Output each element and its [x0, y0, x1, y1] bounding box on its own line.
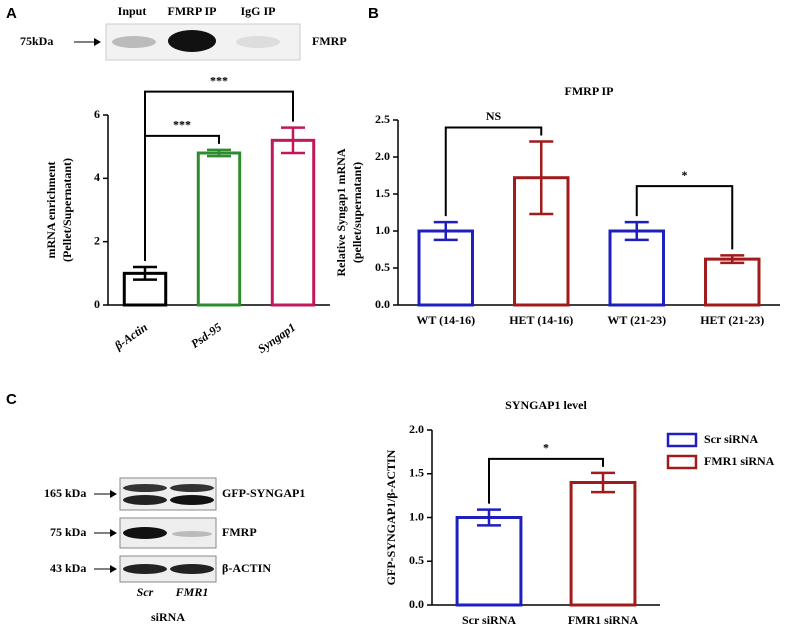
x-tick-label: Psd-95 — [188, 320, 224, 351]
y-tick-label: 4 — [94, 170, 100, 184]
bar — [608, 229, 665, 307]
significance-label: *** — [173, 118, 191, 132]
panel-label: B — [368, 5, 379, 22]
y-tick-label: 0.0 — [409, 597, 424, 611]
bar — [270, 138, 316, 307]
chart-title: SYNGAP1 level — [505, 398, 587, 412]
y-tick-label: 1.5 — [375, 186, 390, 200]
error-bar — [529, 140, 554, 216]
x-tick-label: Scr siRNA — [462, 613, 516, 627]
x-tick-label: WT (14-16) — [416, 313, 475, 327]
blot-image — [105, 23, 301, 61]
blot-xlabel: siRNA — [151, 610, 185, 624]
error-bar — [591, 471, 615, 494]
significance-bracket — [444, 126, 543, 217]
y-axis-label: Relative Syngap1 mRNA — [334, 148, 348, 276]
marker-label: 165 kDa — [44, 486, 86, 500]
y-axis-label: (pellet/supernatant) — [350, 162, 364, 263]
x-tick-label: β-Actin — [111, 320, 150, 353]
error-bar — [433, 220, 458, 242]
y-tick-label: 2.5 — [375, 112, 390, 126]
legend-label: FMR1 siRNA — [704, 454, 775, 468]
blot-image — [119, 477, 217, 583]
protein-label: FMRP — [312, 34, 347, 48]
significance-bracket — [144, 90, 294, 261]
y-tick-label: 2 — [94, 233, 100, 247]
x-tick-label: HET (21-23) — [700, 313, 764, 327]
y-axis-label: (Pellet/Supernatant) — [60, 158, 74, 262]
error-bar — [133, 265, 157, 281]
panel-label: C — [6, 391, 17, 408]
marker-label: 75kDa — [20, 34, 53, 48]
arrow-heads — [110, 490, 117, 573]
error-bar — [720, 254, 745, 265]
protein-label: β-ACTIN — [222, 561, 271, 575]
y-tick-label: 2.0 — [375, 149, 390, 163]
y-tick-label: 0.5 — [375, 260, 390, 274]
significance-label: * — [543, 441, 549, 455]
error-bar — [281, 126, 305, 155]
lane-label: IgG IP — [240, 4, 275, 18]
protein-label: FMRP — [222, 525, 257, 539]
lane-label: Input — [118, 4, 147, 18]
y-tick-label: 1.0 — [375, 223, 390, 237]
marker-label: 75 kDa — [50, 525, 86, 539]
y-tick-label: 1.5 — [409, 466, 424, 480]
arrow-head — [94, 38, 101, 46]
significance-bracket — [635, 185, 734, 250]
y-tick-label: 0.0 — [375, 297, 390, 311]
bar — [569, 481, 637, 607]
panel-label: A — [6, 5, 17, 22]
bar — [704, 257, 761, 307]
bar — [196, 151, 242, 307]
y-axis-label: GFP-SYNGAP1/β-ACTIN — [384, 449, 398, 585]
error-bar — [207, 148, 231, 158]
significance-label: NS — [486, 109, 502, 123]
y-tick-label: 0.5 — [409, 553, 424, 567]
y-tick-label: 6 — [94, 107, 100, 121]
lane-label: FMR1 — [175, 585, 209, 599]
legend-swatch — [666, 454, 698, 470]
significance-bracket — [488, 457, 604, 504]
protein-label: GFP-SYNGAP1 — [222, 486, 305, 500]
x-tick-label: Syngap1 — [255, 320, 298, 356]
error-bar — [477, 508, 501, 527]
error-bar — [624, 220, 649, 242]
x-tick-label: FMR1 siRNA — [568, 613, 639, 627]
y-tick-label: 0 — [94, 297, 100, 311]
significance-label: *** — [210, 73, 228, 87]
lane-label: FMRP IP — [168, 4, 217, 18]
significance-label: * — [682, 168, 688, 182]
y-tick-label: 1.0 — [409, 509, 424, 523]
legend-label: Scr siRNA — [704, 432, 758, 446]
bar — [455, 516, 523, 607]
x-tick-label: HET (14-16) — [509, 313, 573, 327]
legend-swatch — [666, 432, 698, 448]
y-tick-label: 2.0 — [409, 422, 424, 436]
x-tick-label: WT (21-23) — [607, 313, 666, 327]
chart-title: FMRP IP — [565, 84, 614, 98]
marker-label: 43 kDa — [50, 561, 86, 575]
y-axis-label: mRNA enrichment — [44, 162, 58, 259]
bar — [417, 229, 474, 307]
lane-label: Scr — [137, 585, 154, 599]
